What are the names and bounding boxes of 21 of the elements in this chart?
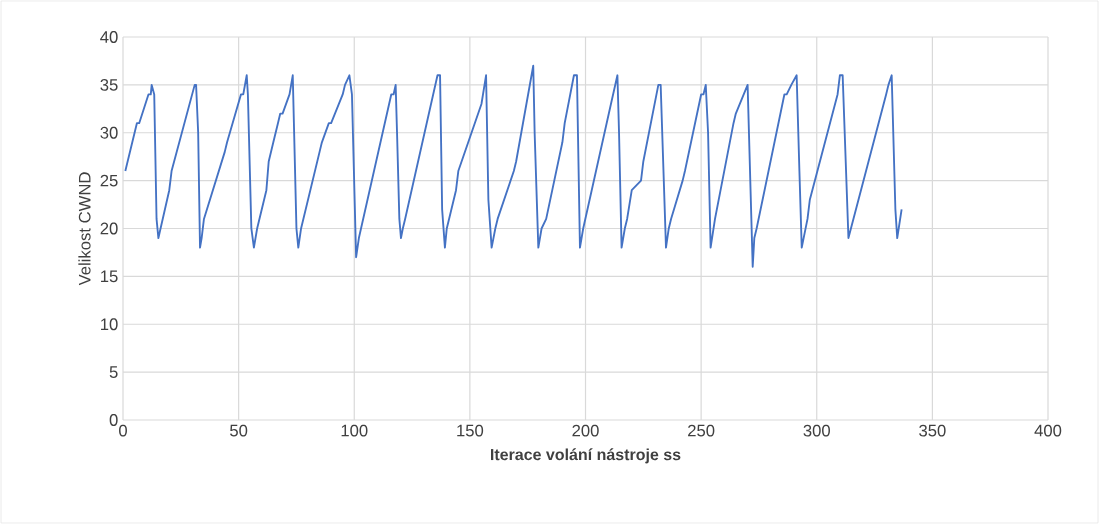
y-tick-label: 35	[100, 78, 118, 91]
y-axis-title: Velikost CWND	[78, 172, 91, 286]
y-tick-label: 10	[101, 318, 118, 331]
y-tick-label: 15	[101, 270, 118, 283]
y-tick-label: 30	[100, 126, 118, 139]
y-tick-label: 40	[100, 31, 118, 43]
x-tick-label: 100	[341, 424, 368, 437]
y-tick-label: 20	[100, 222, 118, 235]
x-tick-label: 350	[919, 424, 946, 437]
x-tick-label: 400	[1034, 424, 1062, 437]
y-tick-label: 0	[109, 414, 118, 426]
y-tick-label: 5	[109, 366, 118, 378]
y-tick-label: 25	[100, 174, 118, 187]
line-series	[124, 64, 903, 268]
x-tick-label: 150	[457, 424, 484, 437]
x-axis-title: Iterace volání nástroje ss	[490, 448, 681, 464]
x-tick-label: 250	[688, 424, 715, 437]
x-tick-label: 50	[230, 424, 248, 437]
x-tick-label: 200	[572, 424, 599, 437]
x-tick-label: 300	[803, 424, 830, 437]
x-tick-label: 0	[119, 424, 127, 437]
